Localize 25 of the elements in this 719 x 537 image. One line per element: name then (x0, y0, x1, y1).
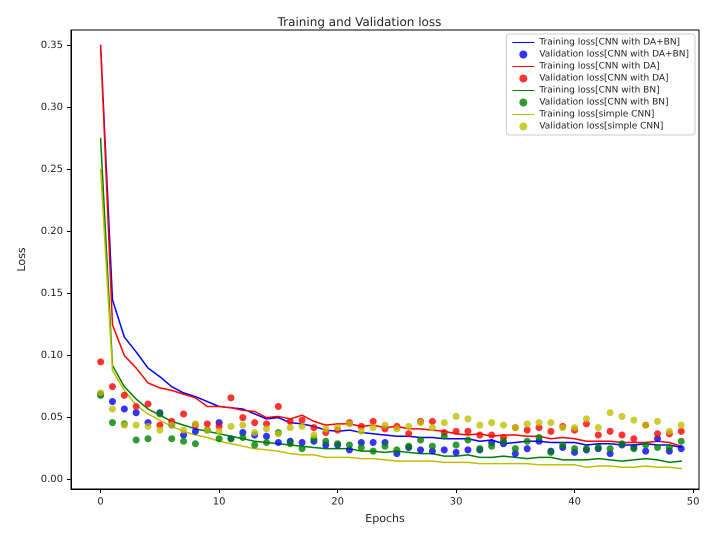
legend-label: Validation loss[CNN with DA] (539, 74, 669, 84)
legend-label: Training loss[CNN with BN] (538, 86, 660, 96)
x-tick-label: 30 (450, 496, 462, 508)
legend-label: Training loss[simple CNN] (538, 110, 654, 120)
chart-title: Training and Validation loss (276, 15, 442, 29)
y-tick-label: 0.30 (40, 102, 63, 114)
y-tick-label: 0.05 (40, 412, 63, 424)
y-axis-title: Loss (15, 247, 28, 272)
x-tick-label: 50 (686, 496, 700, 508)
legend-label: Training loss[CNN with DA] (538, 62, 660, 72)
y-tick-label: 0.25 (40, 164, 63, 176)
x-tick-label: 10 (212, 496, 226, 508)
y-tick-label: 0.20 (40, 226, 63, 238)
legend-label: Validation loss[CNN with BN] (539, 98, 669, 108)
x-tick-label: 40 (568, 496, 581, 508)
y-tick-label: 0.10 (40, 350, 63, 362)
y-tick-label: 0.00 (40, 474, 63, 486)
x-axis-title: Epochs (365, 512, 405, 525)
x-tick-label: 20 (331, 496, 344, 508)
x-tick-label: 0 (97, 496, 104, 508)
legend-label: Validation loss[simple CNN] (539, 122, 664, 132)
y-tick-label: 0.15 (40, 288, 63, 300)
y-tick-label: 0.35 (40, 40, 63, 52)
legend-label: Training loss[CNN with DA+BN] (538, 38, 680, 48)
legend-label: Validation loss[CNN with DA+BN] (539, 50, 690, 60)
